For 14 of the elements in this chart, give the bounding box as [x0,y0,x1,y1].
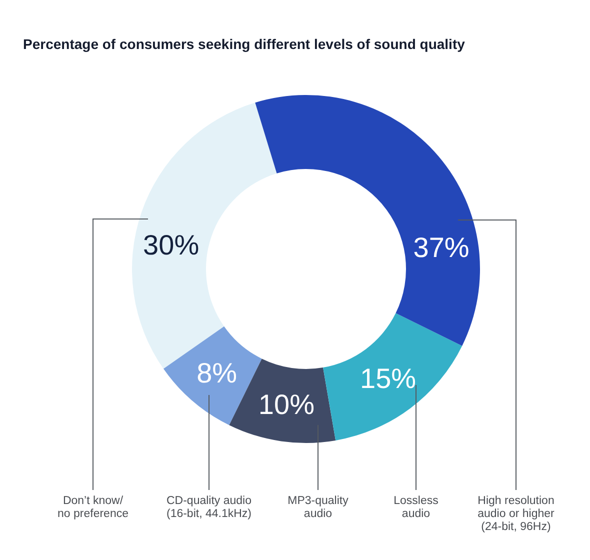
donut-slice [163,326,262,426]
data-label: 37% [413,232,470,264]
slice-label: CD-quality audio (16-bit, 44.1kHz) [165,495,252,521]
data-label: 10% [258,389,314,420]
slice-label: Don’t know/ no preference [56,495,130,521]
data-label: 15% [360,363,416,394]
donut-slice [255,95,480,346]
data-label: 30% [143,230,200,261]
slice-label: MP3-quality audio [286,495,350,521]
data-label: 8% [196,358,238,389]
donut-slice [323,313,462,440]
slice-label: Lossless audio [392,495,440,521]
slice-label: High resolution audio or higher (24-bit, 96Hz) [476,495,556,534]
chart-title: Percentage of consumers seeking different levels of sound quality [23,36,465,52]
